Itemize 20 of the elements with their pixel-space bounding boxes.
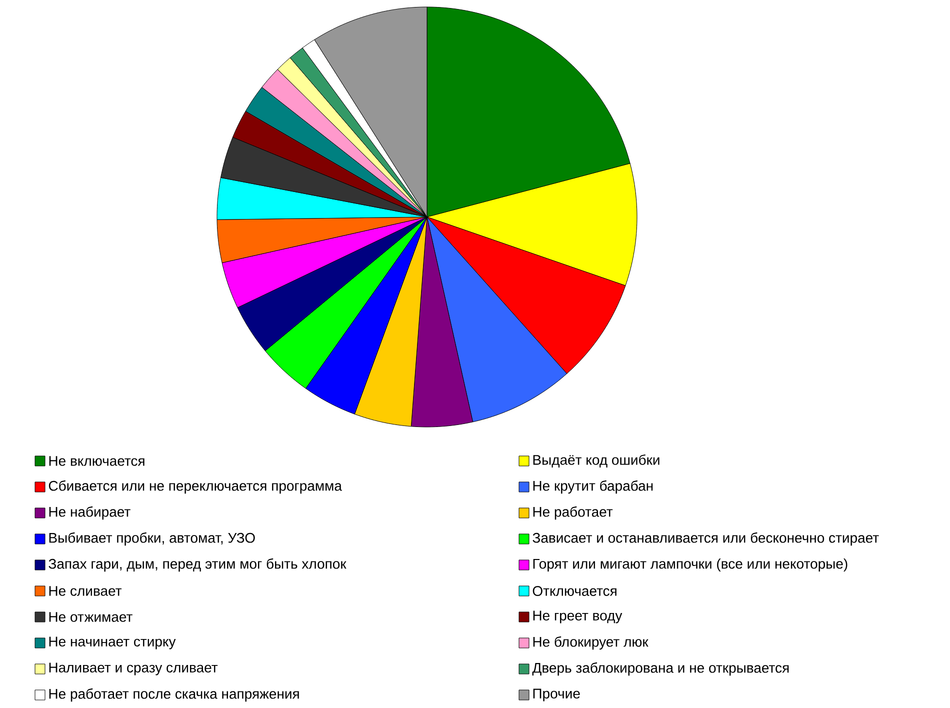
legend-label: Сбивается или не переключается программа — [48, 480, 342, 494]
legend-label: Отключается — [532, 586, 616, 596]
legend-label: Не набирает — [49, 506, 130, 520]
legend-label: Выдаёт код ошибки — [533, 454, 660, 468]
legend-label: Не отжимает — [49, 612, 132, 622]
legend-label: Не работает — [533, 506, 613, 520]
legend-label: Не греет воду — [533, 610, 622, 624]
legend-label: Наливает и сразу сливает — [49, 662, 218, 676]
legend-label: Прочие — [533, 688, 580, 702]
legend-label: Выбивает пробки, автомат, УЗО — [49, 532, 255, 546]
legend-label: Запах гари, дым, перед этим мог быть хлопок — [48, 558, 346, 572]
legend-label: Не начинает стирку — [49, 636, 176, 650]
legend-label: Горят или мигают лампочки (все или некоторые) — [533, 558, 848, 572]
legend-label: Не работает после скачка напряжения — [49, 688, 299, 702]
legend-label: Дверь заблокирована и не открывается — [532, 662, 789, 676]
legend-label: Не включается — [49, 456, 144, 466]
legend-label: Не сливает — [49, 586, 122, 596]
legend-label: Зависает и останавливается или бесконечно стирает — [532, 532, 879, 546]
legend-label: Не блокирует люк — [533, 636, 648, 650]
legend-label: Не крутит барабан — [533, 480, 653, 494]
